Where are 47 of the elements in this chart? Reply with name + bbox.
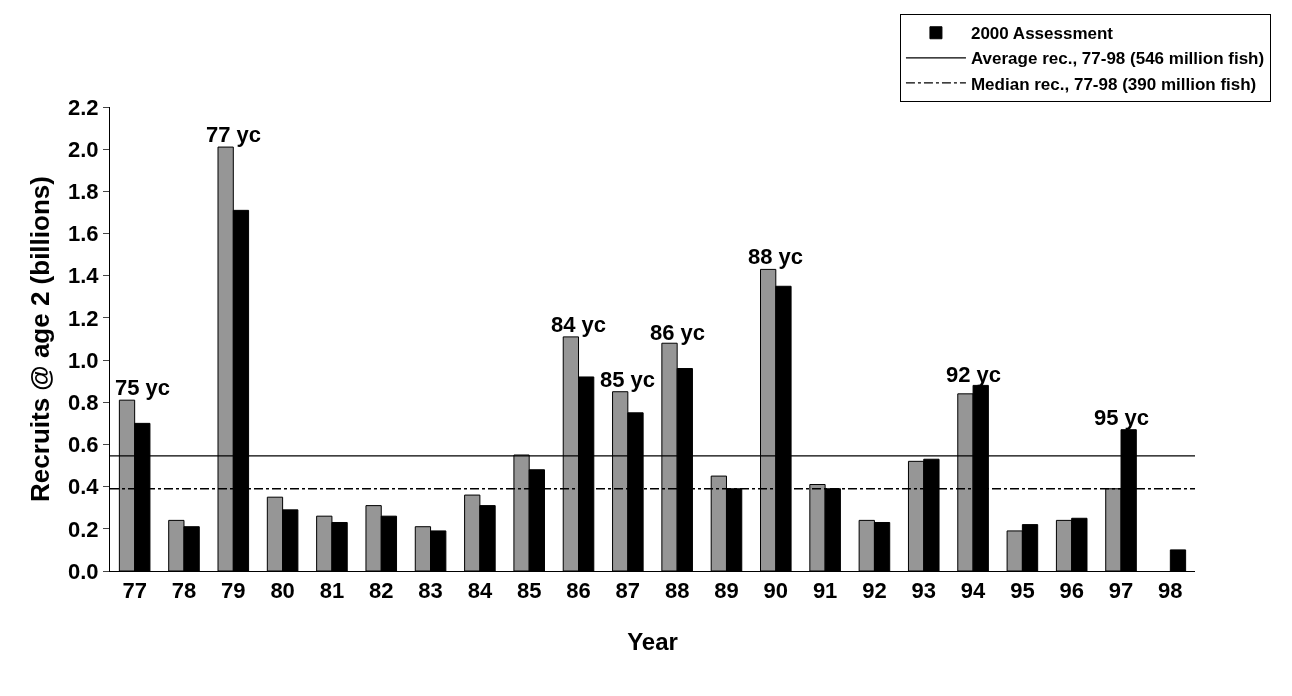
annotation: 77 yc bbox=[206, 122, 262, 147]
x-tick-label: 83 bbox=[418, 578, 443, 604]
x-tick-label: 89 bbox=[714, 578, 739, 604]
x-tick-label: 92 bbox=[862, 578, 887, 604]
annotation: 95 yc bbox=[1094, 405, 1150, 430]
legend-label: 2000 Assessment bbox=[970, 24, 1114, 44]
x-tick-label: 93 bbox=[911, 578, 936, 604]
x-tick-label: 87 bbox=[615, 578, 641, 604]
y-tick-label: 1.8 bbox=[68, 179, 99, 205]
x-tick-label: 88 bbox=[664, 578, 690, 604]
y-tick-label: 2.2 bbox=[68, 94, 99, 120]
y-tick-label: 0.2 bbox=[68, 516, 99, 542]
y-tick-label: 1.6 bbox=[68, 221, 99, 247]
x-tick-label: 85 bbox=[516, 578, 542, 604]
x-tick-label: 97 bbox=[1108, 578, 1134, 604]
x-tick-label: 84 bbox=[467, 578, 493, 604]
y-tick-label: 1.2 bbox=[68, 305, 99, 331]
annotation: 92 yc bbox=[946, 362, 1002, 387]
x-axis-title: Year bbox=[627, 627, 678, 655]
y-tick-label: 0.8 bbox=[68, 389, 99, 415]
y-tick-label: 0.4 bbox=[68, 474, 100, 500]
annotation: 86 yc bbox=[650, 320, 706, 345]
y-axis-title: Recruits @ age 2 (billions) bbox=[25, 176, 56, 502]
legend-label: Median rec., 77-98 (390 million fish) bbox=[970, 74, 1257, 94]
annotation: 85 yc bbox=[600, 367, 656, 392]
y-tick-label: 0.6 bbox=[68, 432, 99, 458]
y-tick-label: 0.0 bbox=[68, 558, 99, 584]
x-tick-label: 77 bbox=[122, 578, 147, 604]
x-tick-label: 82 bbox=[369, 578, 394, 604]
x-tick-label: 98 bbox=[1158, 578, 1183, 604]
x-tick-label: 96 bbox=[1059, 578, 1084, 604]
x-tick-label: 90 bbox=[763, 578, 789, 604]
x-tick-label: 80 bbox=[270, 578, 295, 604]
x-tick-label: 95 bbox=[1010, 578, 1035, 604]
x-tick-label: 94 bbox=[960, 578, 987, 604]
annotation: 84 yc bbox=[551, 312, 607, 337]
x-tick-label: 86 bbox=[566, 578, 591, 604]
y-tick-label: 2.0 bbox=[68, 136, 99, 162]
x-tick-label: 78 bbox=[171, 578, 197, 604]
x-tick-label: 79 bbox=[221, 578, 246, 604]
x-tick-label: 81 bbox=[319, 578, 345, 604]
y-tick-label: 1.4 bbox=[68, 263, 100, 289]
annotation: 75 yc bbox=[115, 375, 171, 400]
legend-label: Average rec., 77-98 (546 million fish) bbox=[970, 49, 1265, 69]
x-tick-label: 91 bbox=[812, 578, 838, 604]
y-tick-label: 1.0 bbox=[68, 347, 99, 373]
annotation: 88 yc bbox=[748, 244, 804, 269]
